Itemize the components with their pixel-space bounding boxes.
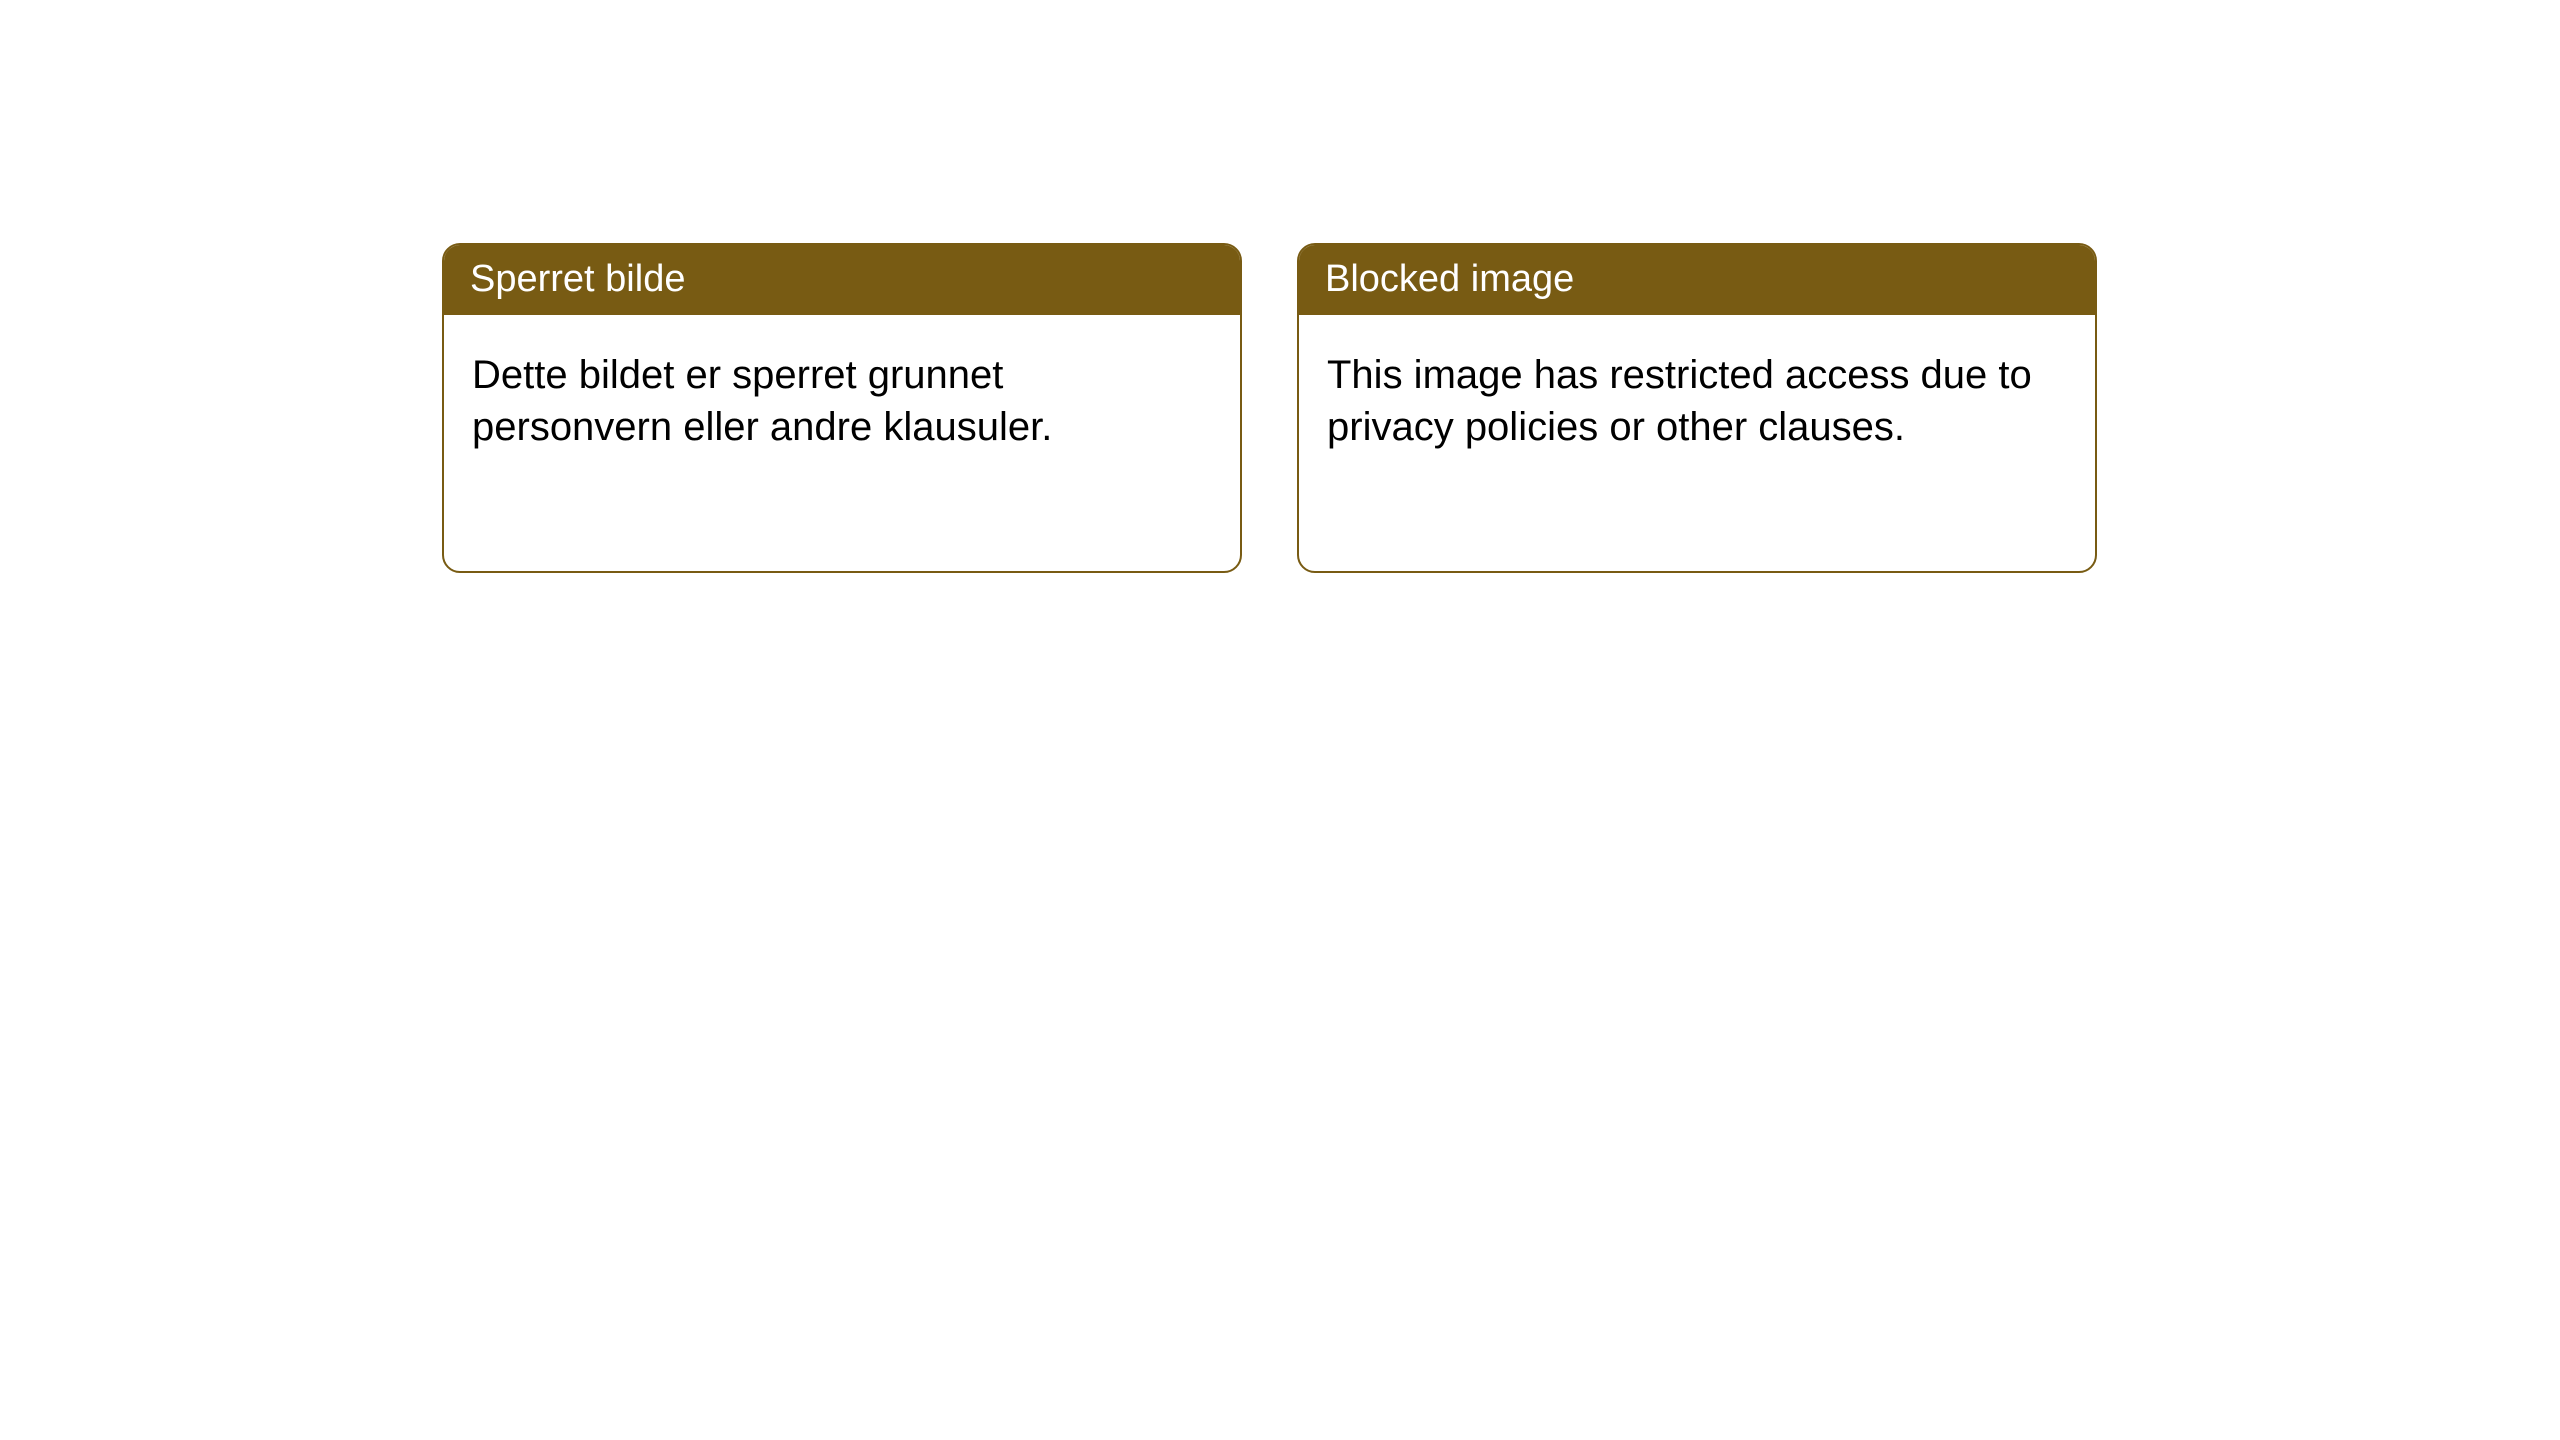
notice-body-text: Dette bildet er sperret grunnet personve… xyxy=(472,353,1052,450)
notice-card-norwegian: Sperret bilde Dette bildet er sperret gr… xyxy=(442,243,1242,573)
notice-card-english: Blocked image This image has restricted … xyxy=(1297,243,2097,573)
notice-title: Blocked image xyxy=(1325,258,1574,300)
notice-cards-container: Sperret bilde Dette bildet er sperret gr… xyxy=(442,243,2097,573)
notice-card-body: Dette bildet er sperret grunnet personve… xyxy=(444,315,1240,489)
notice-card-body: This image has restricted access due to … xyxy=(1299,315,2095,489)
notice-title: Sperret bilde xyxy=(470,258,685,300)
notice-card-header: Sperret bilde xyxy=(444,245,1240,315)
notice-card-header: Blocked image xyxy=(1299,245,2095,315)
notice-body-text: This image has restricted access due to … xyxy=(1327,353,2032,450)
